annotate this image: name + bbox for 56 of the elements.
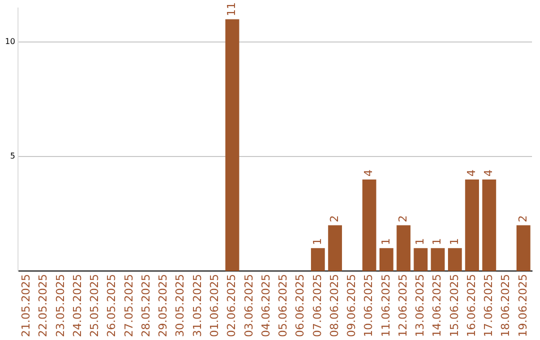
data-label: 2 <box>328 215 341 222</box>
data-label: 1 <box>414 238 427 246</box>
x-tick-label: 23.05.2025 <box>54 274 67 338</box>
x-tick-label: 17.06.2025 <box>482 274 496 338</box>
x-tick-label: 21.05.2025 <box>20 274 33 338</box>
bar <box>448 248 462 272</box>
x-tick-label: 03.06.2025 <box>242 274 256 338</box>
data-label: 4 <box>482 169 496 176</box>
data-label: 4 <box>464 169 478 176</box>
x-tick-label: 19.06.2025 <box>516 274 530 338</box>
x-tick-label: 18.06.2025 <box>499 274 512 338</box>
x-tick-label: 16.06.2025 <box>464 274 478 338</box>
bar <box>516 225 530 272</box>
x-tick-label: 09.06.2025 <box>345 274 358 338</box>
x-tick-label: 04.06.2025 <box>259 274 272 338</box>
bar <box>225 19 240 272</box>
data-label: 1 <box>310 238 324 246</box>
bar <box>396 225 410 272</box>
x-tick-label: 22.05.2025 <box>36 274 50 338</box>
data-label: 1 <box>430 238 444 246</box>
y-tick-label: 10 <box>4 37 16 46</box>
x-tick-label: 29.05.2025 <box>156 274 170 338</box>
bar <box>310 248 325 272</box>
x-tick-label: 25.05.2025 <box>88 274 102 338</box>
x-tick-label: 11.06.2025 <box>379 274 392 338</box>
x-tick-label: 31.05.2025 <box>190 274 204 338</box>
x-tick-label: 13.06.2025 <box>414 274 427 338</box>
data-label: 1 <box>379 238 392 246</box>
bar <box>379 248 394 272</box>
data-label: 2 <box>396 215 410 222</box>
x-tick-label: 06.06.2025 <box>294 274 307 338</box>
x-tick-label: 12.06.2025 <box>396 274 410 338</box>
x-tick-label: 30.05.2025 <box>174 274 187 338</box>
bar <box>328 225 342 272</box>
x-tick-label: 05.06.2025 <box>276 274 290 338</box>
x-tick-label: 27.05.2025 <box>122 274 136 338</box>
x-tick-label: 28.05.2025 <box>139 274 152 338</box>
bar <box>414 248 428 272</box>
x-tick-label: 14.06.2025 <box>430 274 444 338</box>
x-tick-label: 02.06.2025 <box>225 274 238 338</box>
x-tick-label: 01.06.2025 <box>208 274 222 338</box>
x-tick-label: 26.05.2025 <box>105 274 118 338</box>
data-label: 2 <box>516 215 530 222</box>
bar <box>430 248 445 272</box>
x-tick-label: 15.06.2025 <box>448 274 461 338</box>
bar <box>362 179 376 272</box>
x-tick-label: 08.06.2025 <box>328 274 341 338</box>
y-tick-label: 5 <box>10 152 16 161</box>
bar <box>482 179 496 272</box>
x-tick-label: 07.06.2025 <box>310 274 324 338</box>
data-label: 11 <box>225 2 238 16</box>
bar <box>465 179 479 272</box>
x-tick-label: 24.05.2025 <box>70 274 84 338</box>
x-tick-label: 10.06.2025 <box>362 274 376 338</box>
data-label: 4 <box>362 169 376 176</box>
data-label: 1 <box>448 238 461 246</box>
